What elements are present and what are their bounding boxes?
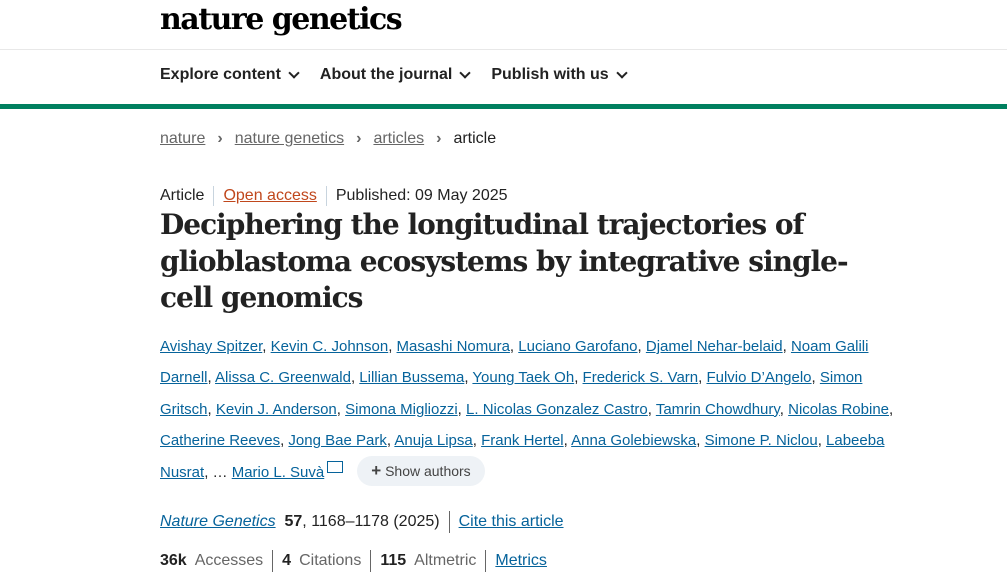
citations-count: 4 — [282, 552, 292, 569]
nav-explore-content[interactable]: Explore content — [160, 66, 300, 84]
altmetric-count: 115 — [380, 552, 407, 569]
author-link[interactable]: Simone P. Niclou — [704, 431, 818, 449]
author-link[interactable]: L. Nicolas Gonzalez Castro — [466, 400, 648, 418]
author-link[interactable]: Luciano Garofano — [518, 338, 638, 355]
accesses-label: Accesses — [194, 552, 264, 569]
chevron-right-icon: › — [217, 130, 223, 147]
article-meta: Article Open access Published: 09 May 20… — [160, 186, 508, 206]
author-link[interactable]: Mario L. Suvà — [231, 464, 325, 482]
breadcrumb-nature-genetics[interactable]: nature genetics — [234, 130, 345, 147]
breadcrumb-articles[interactable]: articles — [373, 130, 425, 147]
ellipsis: … — [212, 464, 228, 482]
chevron-down-icon — [616, 67, 628, 79]
altmetric-label: Altmetric — [414, 552, 477, 569]
divider — [0, 49, 1007, 50]
accent-bar — [0, 104, 1007, 109]
journal-logo[interactable]: nature genetics — [160, 2, 403, 37]
journal-link[interactable]: Nature Genetics — [160, 513, 276, 530]
author-link[interactable]: Catherine Reeves — [160, 431, 281, 449]
citations-label: Citations — [299, 552, 362, 569]
author-link[interactable]: Tamrin Chowdhury — [655, 400, 780, 418]
open-access-link[interactable]: Open access — [223, 187, 317, 204]
chevron-down-icon — [288, 67, 300, 79]
breadcrumb-current: article — [453, 130, 497, 147]
author-link[interactable]: Fulvio D’Angelo — [706, 369, 812, 387]
breadcrumb-nature[interactable]: nature — [160, 130, 206, 147]
article-metrics: 36k Accesses 4 Citations 115 Altmetric Metr… — [160, 550, 547, 572]
nav-label: Publish with us — [491, 66, 609, 83]
main-nav: Explore content About the journal Publis… — [160, 66, 628, 84]
metrics-link[interactable]: Metrics — [495, 552, 547, 569]
author-link[interactable]: Young Taek Oh — [472, 369, 575, 387]
accesses-count: 36k — [160, 552, 187, 569]
nav-label: Explore content — [160, 66, 281, 83]
author-link[interactable]: Noam Galili Darnell — [160, 338, 869, 387]
author-link[interactable]: Alissa C. Greenwald — [215, 369, 351, 387]
author-link[interactable]: Labeeba Nusrat — [160, 431, 885, 482]
divider — [325, 186, 327, 206]
chevron-right-icon: › — [436, 130, 442, 147]
author-link[interactable]: Jong Bae Park — [288, 431, 387, 449]
nav-label: About the journal — [319, 66, 453, 83]
divider — [272, 550, 274, 572]
pages: , 1168–1178 (2025) — [302, 513, 440, 530]
chevron-right-icon: › — [356, 130, 362, 147]
mail-icon[interactable] — [327, 461, 344, 474]
article-type: Article — [160, 187, 205, 204]
author-list: Avishay Spitzer, Kevin C. Johnson, Masas… — [160, 331, 905, 488]
divider — [485, 550, 487, 572]
volume: 57 — [284, 513, 303, 530]
author-link[interactable]: Anuja Lipsa — [394, 431, 473, 449]
divider — [213, 186, 215, 206]
author-link[interactable]: Anna Golebiewska — [571, 431, 697, 449]
show-authors-label: Show authors — [385, 463, 471, 480]
author-link[interactable]: Simona Migliozzi — [345, 400, 458, 418]
divider — [370, 550, 372, 572]
author-link[interactable]: Lillian Bussema — [359, 369, 465, 387]
cite-article-link[interactable]: Cite this article — [458, 513, 564, 530]
author-link[interactable]: Frederick S. Varn — [582, 369, 699, 387]
author-link[interactable]: Simon Gritsch — [160, 369, 863, 418]
nav-publish[interactable]: Publish with us — [491, 66, 628, 84]
author-link[interactable]: Kevin J. Anderson — [215, 400, 337, 418]
citation: Nature Genetics 57, 1168–1178 (2025) Cit… — [160, 511, 564, 533]
author-link[interactable]: Kevin C. Johnson — [270, 338, 389, 355]
author-link[interactable]: Nicolas Robine — [788, 400, 890, 418]
show-authors-button[interactable]: + Show authors — [357, 456, 485, 487]
author-link[interactable]: Djamel Nehar-belaid — [645, 338, 783, 355]
chevron-down-icon — [459, 67, 472, 79]
published-date: Published: 09 May 2025 — [335, 187, 508, 204]
breadcrumb: nature › nature genetics › articles › artic… — [160, 130, 496, 148]
nav-about-journal[interactable]: About the journal — [319, 66, 472, 84]
plus-icon: + — [371, 461, 382, 481]
divider — [448, 511, 450, 533]
article-title: Deciphering the longitudinal trajectorie… — [160, 208, 849, 314]
author-link[interactable]: Masashi Nomura — [396, 338, 510, 355]
author-link[interactable]: Frank Hertel — [481, 431, 564, 449]
author-link[interactable]: Avishay Spitzer — [160, 338, 263, 355]
